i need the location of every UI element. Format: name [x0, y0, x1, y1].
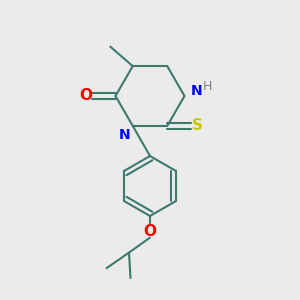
Text: S: S	[192, 118, 203, 134]
Text: N: N	[119, 128, 130, 142]
Text: O: O	[143, 224, 157, 238]
Text: N: N	[191, 84, 203, 98]
Text: O: O	[79, 88, 92, 104]
Text: H: H	[203, 80, 212, 94]
